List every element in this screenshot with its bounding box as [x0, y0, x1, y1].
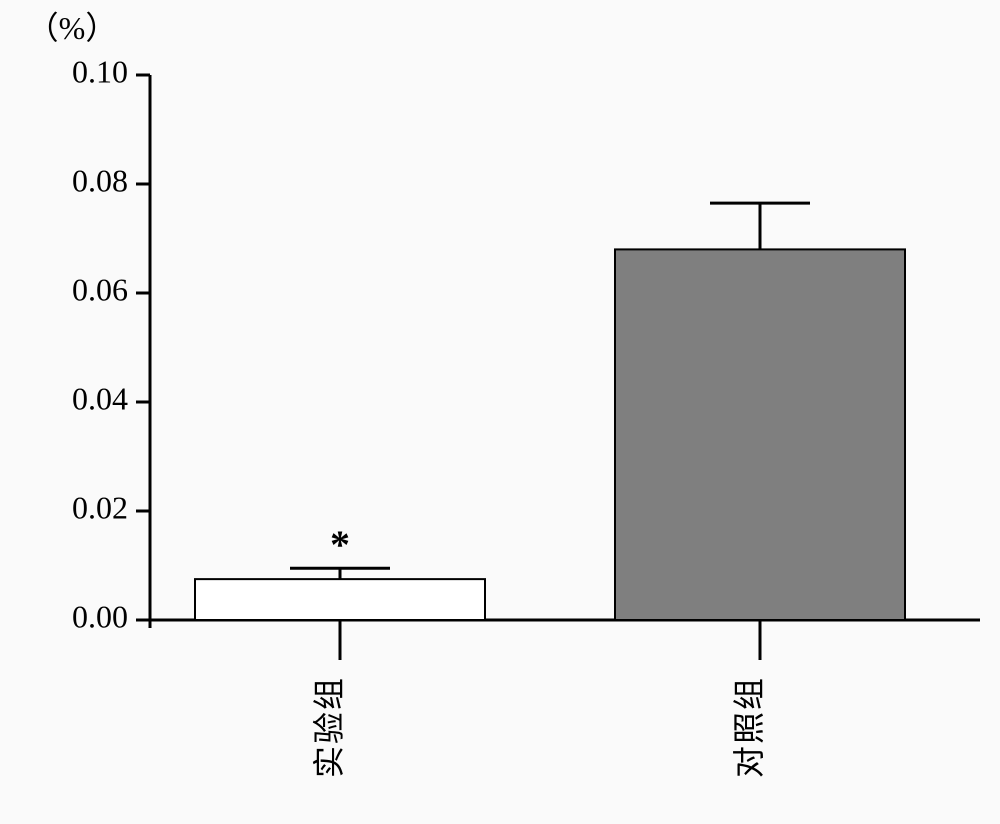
x-category-label: 对照组	[731, 676, 767, 778]
bar-chart: 0.00 0.02 0.04 0.06 0.08 0.10 （%） * 实验组 对照组	[0, 0, 1000, 824]
y-tick-label: 0.08	[72, 162, 128, 198]
x-category-label: 实验组	[311, 676, 347, 778]
y-tick-label: 0.06	[72, 271, 128, 307]
bar-control	[615, 249, 905, 620]
y-tick-label: 0.10	[72, 53, 128, 89]
significance-marker: *	[330, 522, 350, 567]
y-tick-label: 0.02	[72, 489, 128, 525]
y-tick-label: 0.04	[72, 380, 128, 416]
bar-experimental	[195, 579, 485, 620]
chart-svg: 0.00 0.02 0.04 0.06 0.08 0.10 （%） * 实验组 对照组	[0, 0, 1000, 824]
y-axis-unit-label: （%）	[27, 10, 118, 46]
y-tick-label: 0.00	[72, 598, 128, 634]
